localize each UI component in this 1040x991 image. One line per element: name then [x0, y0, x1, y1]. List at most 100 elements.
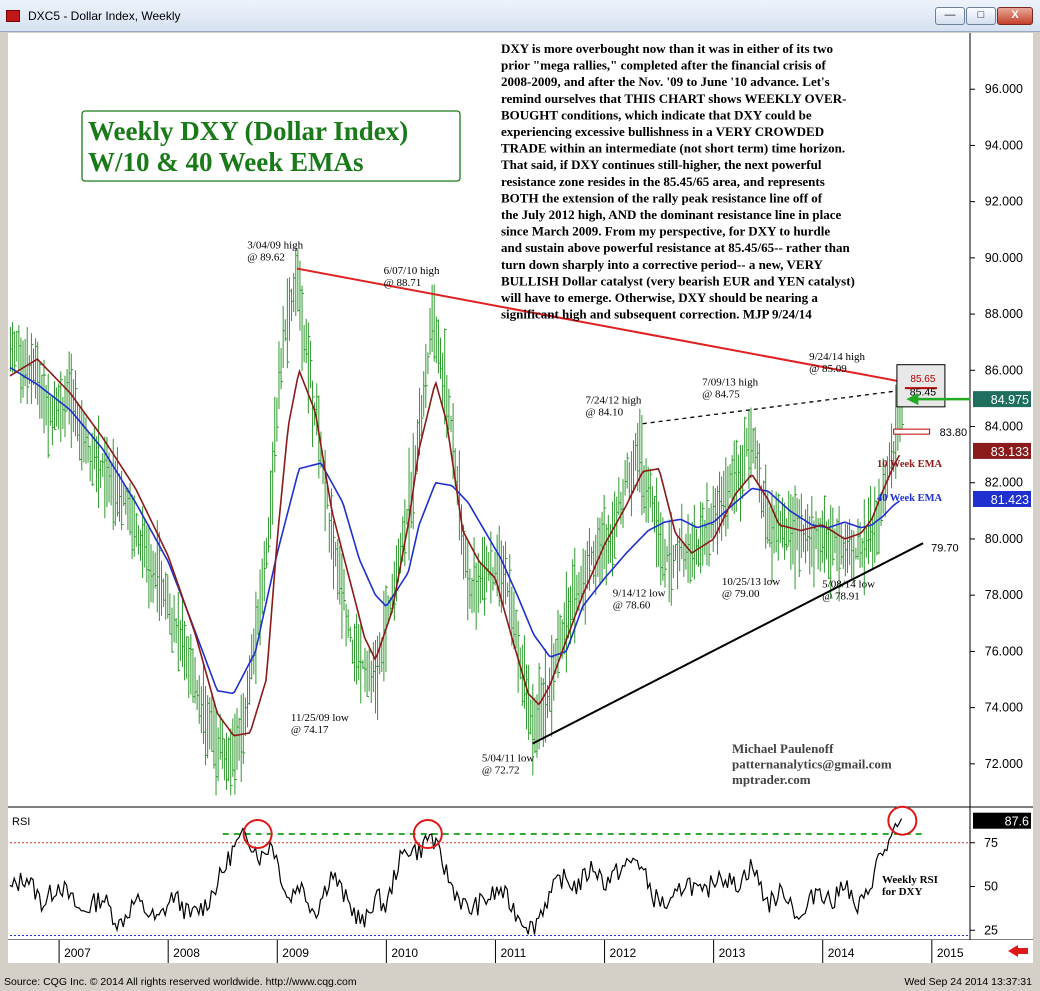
- level-label: 83.80: [940, 427, 968, 439]
- status-timestamp: Wed Sep 24 2014 13:37:31: [904, 976, 1032, 988]
- annotation-text: 6/07/10 high: [384, 265, 440, 277]
- status-bar: Source: CQG Inc. © 2014 All rights reser…: [0, 973, 1040, 991]
- rsi-peak-circle: [242, 819, 273, 849]
- annotation-text: 10/25/13 low: [722, 576, 780, 588]
- annotation-text: @ 78.60: [613, 599, 651, 611]
- commentary-line: significant high and subsequent correcti…: [501, 307, 812, 322]
- rsi-peak-circle: [887, 805, 918, 836]
- price-tick-label: 78.000: [985, 588, 1023, 602]
- annotation: 3/04/09 high@ 89.62: [247, 240, 303, 264]
- resistance-line: [296, 267, 909, 384]
- ema10-label: 10 Week EMA: [877, 459, 943, 470]
- year-label: 2014: [828, 946, 855, 960]
- window-title: DXC5 - Dollar Index, Weekly: [28, 9, 181, 23]
- maximize-button[interactable]: □: [966, 7, 996, 25]
- annotation-text: 9/14/12 low: [613, 587, 666, 599]
- price-tick-label: 88.000: [985, 307, 1023, 321]
- support-line: [532, 542, 924, 745]
- rsi-tick-label: 25: [984, 923, 998, 937]
- price-tick-label: 76.000: [985, 644, 1023, 658]
- price-axis-marker: [973, 490, 1031, 507]
- annotation-text: 7/24/12 high: [585, 395, 641, 407]
- rsi-tick-label: 50: [984, 880, 998, 894]
- time-axis: [8, 940, 1033, 963]
- commentary-line: and sustain above powerful resistance at…: [501, 240, 850, 255]
- commentary-line: since March 2009. From my perspective, f…: [501, 224, 830, 239]
- ema40-label: 40 Week EMA: [877, 493, 943, 504]
- level-label: 85.65: [910, 374, 935, 385]
- price-axis-marker: [973, 442, 1031, 459]
- rsi-tick-label: 75: [984, 836, 998, 850]
- minimize-button[interactable]: —: [935, 7, 965, 25]
- commentary-line: TRADE within an intermediate (not short …: [501, 141, 845, 156]
- chart-canvas[interactable]: 96.000 94.000 92.000 90.000 88.000 86.000 84.0…: [8, 33, 1033, 971]
- year-label: 2011: [500, 946, 526, 960]
- credit-line: mptrader.com: [732, 772, 811, 787]
- commentary-line: resistance zone resides in the 85.45/65 …: [501, 174, 825, 189]
- annotation-text: @ 88.71: [384, 277, 422, 289]
- price-axis-marker: [973, 391, 1031, 408]
- annotation-text: @ 79.00: [722, 588, 760, 600]
- price-tick-label: 96.000: [985, 82, 1023, 96]
- rsi-side-label: Weekly RSI: [882, 874, 938, 886]
- commentary-line: BOUGHT conditions, which indicate that D…: [501, 107, 812, 122]
- annotation-text: @ 72.72: [482, 765, 520, 777]
- year-label: 2015: [937, 946, 964, 960]
- frame-bottom: [8, 963, 1033, 971]
- annotation: 9/24/14 high@ 85.09: [809, 351, 865, 375]
- price-tick-label: 84.000: [985, 420, 1023, 434]
- annotation-text: 7/09/13 high: [702, 376, 758, 388]
- year-label: 2012: [610, 946, 637, 960]
- rsi-line: [9, 818, 903, 935]
- price-tick-label: 94.000: [985, 138, 1023, 152]
- ema40-line: [9, 366, 900, 695]
- price-tick-label: 80.000: [985, 532, 1023, 546]
- chart-window[interactable]: 96.000 94.000 92.000 90.000 88.000 86.000 84.0…: [8, 33, 1033, 971]
- annotation: 5/04/11 low@ 72.72: [482, 753, 535, 777]
- price-axis-marker-label: 84.975: [991, 393, 1029, 407]
- year-label: 2007: [64, 946, 91, 960]
- price-axis-marker-label: 81.423: [991, 493, 1029, 507]
- annotation: 7/09/13 high@ 84.75: [702, 376, 758, 400]
- commentary-line: will have to emerge. Otherwise, DXY shou…: [501, 290, 818, 305]
- commentary-line: experiencing excessive bullishness in a …: [501, 124, 824, 139]
- price-bars: [9, 248, 905, 796]
- window-titlebar: DXC5 - Dollar Index, Weekly — □ X: [0, 0, 1040, 32]
- year-label: 2010: [391, 946, 418, 960]
- annotation: 9/14/12 low@ 78.60: [613, 587, 666, 611]
- rsi-peak-circle: [412, 819, 443, 849]
- commentary-line: prior "mega rallies," completed after th…: [501, 58, 826, 73]
- rsi-axis-marker: [973, 812, 1031, 829]
- ema10-line: [9, 358, 901, 737]
- commentary-line: turn down sharply into a corrective peri…: [501, 257, 824, 272]
- annotation-text: @ 78.91: [822, 591, 860, 603]
- annotation-text: @ 74.17: [291, 724, 329, 736]
- status-source: Source: CQG Inc. © 2014 All rights reser…: [4, 976, 357, 988]
- rsi-axis-marker-label: 87.6: [1005, 815, 1029, 829]
- chart-title: W/10 & 40 Week EMAs: [88, 147, 364, 177]
- commentary-text: DXY is more overbought now than it was i…: [501, 41, 855, 322]
- rsi-side-label: for DXY: [882, 886, 922, 898]
- annotation: 11/25/09 low@ 74.17: [291, 712, 349, 736]
- commentary-line: DXY is more overbought now than it was i…: [501, 41, 833, 56]
- commentary-line: remind ourselves that THIS CHART shows W…: [501, 91, 846, 106]
- scroll-arrow-icon: [1008, 945, 1028, 957]
- price-tick-label: 74.000: [985, 701, 1023, 715]
- price-tick-label: 92.000: [985, 195, 1023, 209]
- annotation: 6/07/10 high@ 88.71: [384, 265, 440, 289]
- close-button[interactable]: X: [997, 7, 1033, 25]
- annotation-text: 3/04/09 high: [247, 240, 303, 252]
- commentary-line: BULLISH Dollar catalyst (very bearish EU…: [501, 273, 855, 288]
- annotation-text: 5/04/11 low: [482, 753, 535, 765]
- level-label: 79.70: [931, 542, 959, 554]
- rsi-title: RSI: [12, 816, 30, 828]
- commentary-line: BOTH the extension of the rally peak res…: [501, 190, 823, 205]
- annotation-text: 11/25/09 low: [291, 712, 349, 724]
- year-label: 2008: [173, 946, 200, 960]
- annotation: 10/25/13 low@ 79.00: [722, 576, 780, 600]
- price-axis-marker-label: 83.133: [991, 445, 1029, 459]
- app-icon: [6, 10, 20, 22]
- annotation-text: @ 89.62: [247, 252, 285, 264]
- year-label: 2013: [719, 946, 746, 960]
- credit-line: Michael Paulenoff: [732, 741, 834, 756]
